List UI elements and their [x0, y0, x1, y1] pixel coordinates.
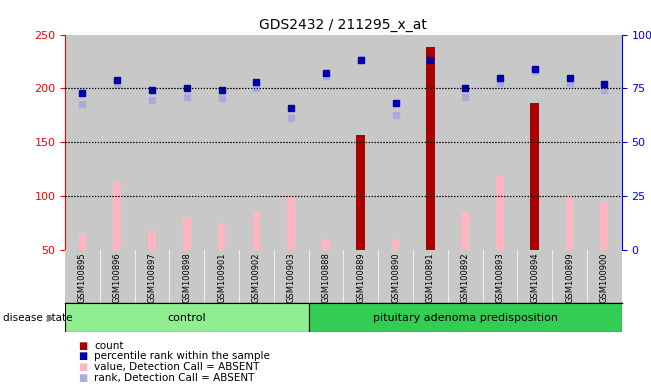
- Bar: [148, 231, 156, 250]
- Text: GSM100899: GSM100899: [565, 252, 574, 303]
- Text: GSM100891: GSM100891: [426, 252, 435, 303]
- Bar: [496, 177, 504, 250]
- Bar: [218, 223, 225, 250]
- Text: GSM100903: GSM100903: [286, 252, 296, 303]
- Bar: [287, 196, 295, 250]
- Bar: [426, 233, 434, 250]
- Bar: [113, 182, 121, 250]
- Bar: [79, 233, 87, 250]
- Text: GSM100895: GSM100895: [78, 252, 87, 303]
- Bar: [183, 217, 191, 250]
- Text: ▶: ▶: [48, 313, 55, 323]
- Title: GDS2432 / 211295_x_at: GDS2432 / 211295_x_at: [260, 18, 427, 32]
- Text: GSM100890: GSM100890: [391, 252, 400, 303]
- Text: ■: ■: [78, 373, 87, 383]
- Text: GSM100898: GSM100898: [182, 252, 191, 303]
- Text: GSM100902: GSM100902: [252, 252, 261, 303]
- Bar: [65, 35, 622, 250]
- Text: ■: ■: [78, 341, 87, 351]
- Bar: [462, 212, 469, 250]
- Bar: [600, 201, 608, 250]
- Bar: [253, 212, 260, 250]
- Text: GSM100897: GSM100897: [148, 252, 157, 303]
- Bar: [357, 134, 365, 250]
- Text: GSM100901: GSM100901: [217, 252, 226, 303]
- Text: GSM100900: GSM100900: [600, 252, 609, 303]
- Bar: [392, 239, 400, 250]
- Text: GSM100892: GSM100892: [461, 252, 469, 303]
- Bar: [322, 239, 330, 250]
- Bar: [309, 303, 622, 332]
- Bar: [566, 196, 574, 250]
- Bar: [357, 233, 365, 250]
- Bar: [65, 303, 309, 332]
- Text: disease state: disease state: [3, 313, 73, 323]
- Text: value, Detection Call = ABSENT: value, Detection Call = ABSENT: [94, 362, 260, 372]
- Text: GSM100896: GSM100896: [113, 252, 122, 303]
- Text: control: control: [167, 313, 206, 323]
- Text: GSM100888: GSM100888: [322, 252, 331, 303]
- Bar: [426, 48, 435, 250]
- Text: pituitary adenoma predisposition: pituitary adenoma predisposition: [372, 313, 558, 323]
- Text: ■: ■: [78, 362, 87, 372]
- Text: GSM100893: GSM100893: [495, 252, 505, 303]
- Text: count: count: [94, 341, 124, 351]
- Bar: [531, 103, 539, 250]
- Bar: [531, 196, 538, 250]
- Text: GSM100889: GSM100889: [356, 252, 365, 303]
- Text: ■: ■: [78, 351, 87, 361]
- Text: percentile rank within the sample: percentile rank within the sample: [94, 351, 270, 361]
- Text: GSM100894: GSM100894: [530, 252, 539, 303]
- Text: rank, Detection Call = ABSENT: rank, Detection Call = ABSENT: [94, 373, 255, 383]
